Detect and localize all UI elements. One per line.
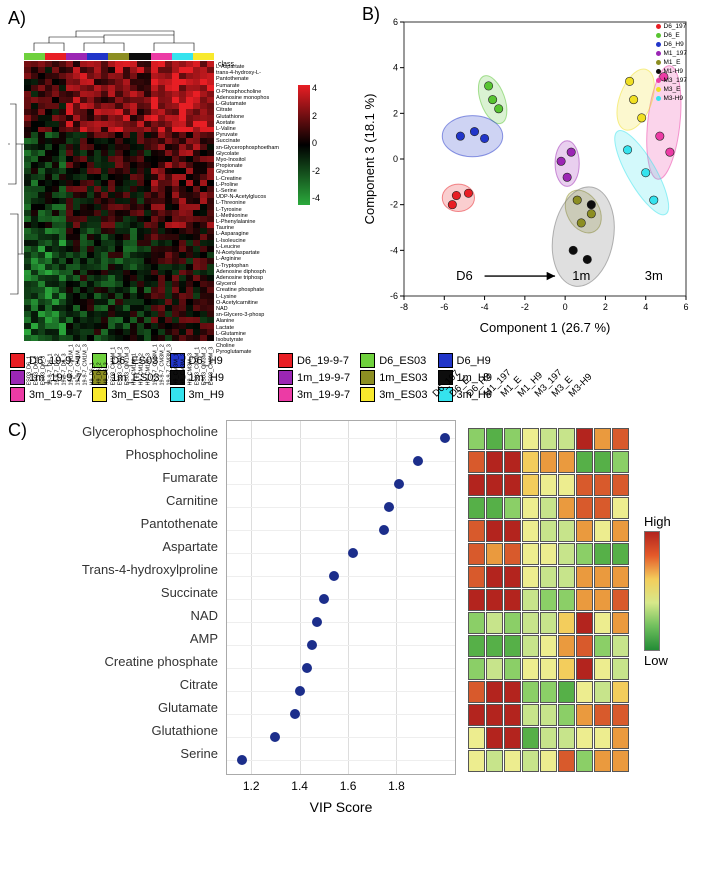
legend-item: 3m_H9 [170,387,224,402]
svg-text:2: 2 [603,302,608,312]
legend-item: D6_ES03 [360,353,427,368]
vip-heatmap-grid [468,428,629,772]
vip-point [329,571,339,581]
vip-dot-chart: GlycerophosphocholinePhosphocholineFumar… [58,420,456,815]
svg-text:3m: 3m [645,268,663,283]
vip-point [384,502,394,512]
legend-item: 1m_19-9-7 [278,370,350,385]
vip-point [319,594,329,604]
svg-text:4: 4 [393,63,398,73]
vip-heatmap-low-label: Low [644,653,700,668]
class-bar-label: class [218,61,234,68]
vip-point [348,548,358,558]
panel-a: A) L-Aspa [8,8,354,347]
class-color-bar [24,53,214,60]
vip-point [307,640,317,650]
legend-item: 1m_ES03 [360,370,427,385]
svg-text:1m: 1m [572,268,590,283]
vip-heatmap-col-labels: D6_197D6_ED6_H9M1_197M1_EM1_H9M3_197M3_E… [432,384,585,395]
vip-x-axis-label: VIP Score [226,799,456,815]
panel-c-label: C) [8,420,27,441]
vip-point [270,732,280,742]
heatmap-a-scale-legend: class 420-2-4 [298,83,334,207]
vip-heatmap: D6_197D6_ED6_H9M1_197M1_EM1_H9M3_197M3_E… [468,424,629,815]
svg-text:0: 0 [393,154,398,164]
scatter-plot-b: -8-6-4-20246-6-4-20246Component 1 (26.7 … [362,8,692,338]
vip-point [312,617,322,627]
scatter-b-legend: D6_197D6_ED6_H9M1_197M1_EM1-H9M3_197M3_E… [656,22,688,103]
legend-item: 3m_19-9-7 [10,387,82,402]
vip-point [290,709,300,719]
vip-heatmap-high-label: High [644,514,700,529]
panel-c: C) GlycerophosphocholinePhosphocholineFu… [8,420,695,815]
svg-text:Component 3 (18.1 %): Component 3 (18.1 %) [362,94,377,225]
svg-text:2: 2 [393,108,398,118]
legend-item: D6_H9 [438,353,492,368]
svg-text:6: 6 [393,17,398,27]
svg-text:-4: -4 [390,245,398,255]
vip-point [237,755,247,765]
svg-text:-2: -2 [390,200,398,210]
vip-point [302,663,312,673]
vip-point [413,456,423,466]
svg-text:6: 6 [683,302,688,312]
svg-text:-8: -8 [400,302,408,312]
svg-text:Component 1 (26.7 %): Component 1 (26.7 %) [480,320,611,335]
vip-axis-area: 1.21.41.61.8 [226,420,456,775]
vip-point [379,525,389,535]
legend-item: 3m_ES03 [360,387,427,402]
svg-text:-4: -4 [481,302,489,312]
svg-text:-6: -6 [390,291,398,301]
vip-point [394,479,404,489]
legend-item: 3m_ES03 [92,387,159,402]
col-dendrogram [24,29,354,53]
panel-b-label: B) [362,4,380,25]
heatmap-a-col-labels: ES03_D6_1ES03_D6_2ES03_D6_319-9-7_D6_119… [26,349,215,355]
svg-text:-6: -6 [440,302,448,312]
svg-text:4: 4 [643,302,648,312]
vip-point [295,686,305,696]
svg-text:-2: -2 [521,302,529,312]
vip-point [440,433,450,443]
vip-row-names: GlycerophosphocholinePhosphocholineFumar… [58,420,226,775]
vip-heatmap-legend: High Low [644,514,700,668]
heatmap-a-grid [24,61,214,341]
svg-text:D6: D6 [456,268,473,283]
row-dendrogram [8,29,24,347]
panel-b: B) -8-6-4-20246-6-4-20246Component 1 (26… [362,8,695,347]
svg-text:0: 0 [563,302,568,312]
panel-a-label: A) [8,8,26,28]
legend-item: 3m_19-9-7 [278,387,350,402]
